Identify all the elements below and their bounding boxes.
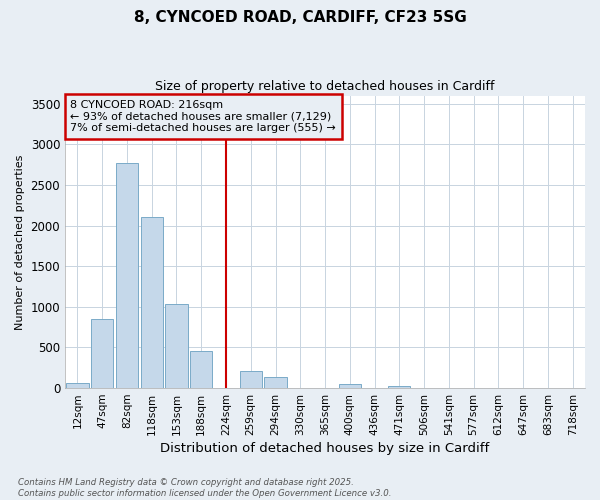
Bar bbox=[239, 371, 262, 388]
Text: Contains HM Land Registry data © Crown copyright and database right 2025.
Contai: Contains HM Land Registry data © Crown c… bbox=[18, 478, 392, 498]
Bar bbox=[66, 383, 89, 388]
Bar bbox=[140, 218, 163, 388]
Title: Size of property relative to detached houses in Cardiff: Size of property relative to detached ho… bbox=[155, 80, 495, 93]
X-axis label: Distribution of detached houses by size in Cardiff: Distribution of detached houses by size … bbox=[160, 442, 490, 455]
Bar bbox=[338, 384, 361, 388]
Bar bbox=[116, 162, 138, 388]
Text: 8, CYNCOED ROAD, CARDIFF, CF23 5SG: 8, CYNCOED ROAD, CARDIFF, CF23 5SG bbox=[134, 10, 466, 25]
Bar bbox=[388, 386, 410, 388]
Bar bbox=[166, 304, 188, 388]
Bar bbox=[91, 319, 113, 388]
Text: 8 CYNCOED ROAD: 216sqm
← 93% of detached houses are smaller (7,129)
7% of semi-d: 8 CYNCOED ROAD: 216sqm ← 93% of detached… bbox=[70, 100, 336, 133]
Bar bbox=[265, 376, 287, 388]
Bar bbox=[190, 350, 212, 388]
Y-axis label: Number of detached properties: Number of detached properties bbox=[15, 154, 25, 330]
